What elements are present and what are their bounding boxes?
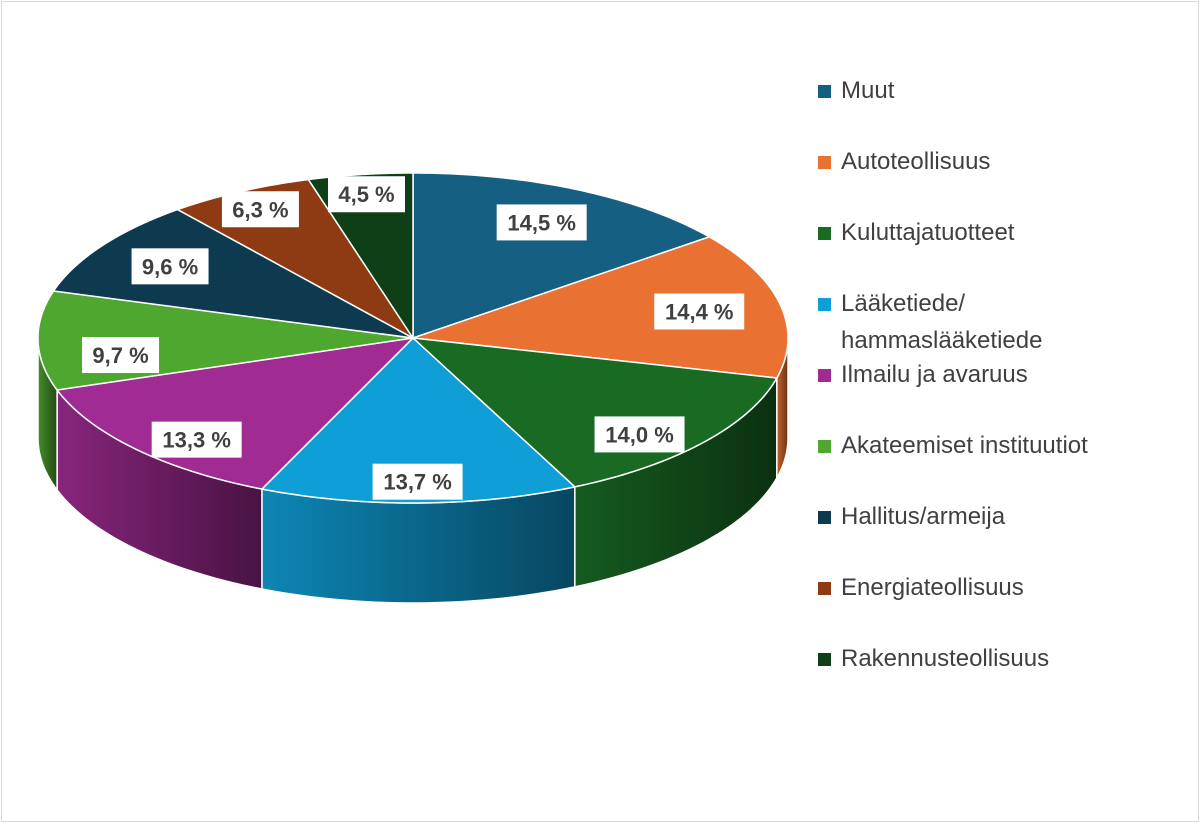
data-label-box xyxy=(496,204,587,241)
pie-side-3 xyxy=(261,485,576,604)
data-label: 9,7 % xyxy=(92,343,148,368)
legend-swatch xyxy=(818,156,831,169)
pie-slice-6[interactable] xyxy=(52,208,414,339)
legend-swatch xyxy=(818,369,831,382)
data-label: 13,7 % xyxy=(383,470,452,495)
data-label: 9,6 % xyxy=(142,254,198,279)
legend-item: Rakennusteollisuus xyxy=(818,640,1181,711)
legend-swatch xyxy=(818,440,831,453)
legend-swatch xyxy=(818,227,831,240)
data-label-box xyxy=(328,176,406,213)
data-label-box xyxy=(151,421,242,458)
legend-item: Lääketiede/ hammaslääketiede xyxy=(818,285,1181,356)
data-label-box xyxy=(594,416,685,453)
legend-item: Ilmailu ja avaruus xyxy=(818,356,1181,427)
pie-slice-4[interactable] xyxy=(55,336,416,490)
legend-label: Kuluttajatuotteet xyxy=(841,219,1015,246)
legend-item: Akateemiset instituutiot xyxy=(818,427,1181,498)
pie-slice-0[interactable] xyxy=(412,172,712,340)
pie-slice-1[interactable] xyxy=(412,236,789,379)
data-label: 14,5 % xyxy=(507,210,576,235)
legend: Muut Autoteollisuus Kuluttajatuotteet Lääke… xyxy=(818,72,1181,711)
legend-label: Akateemiset instituutiot xyxy=(841,432,1088,459)
legend-item: Energiateollisuus xyxy=(818,569,1181,640)
legend-swatch xyxy=(818,298,831,311)
legend-label: Rakennusteollisuus xyxy=(841,645,1050,672)
data-label: 4,5 % xyxy=(338,182,394,207)
data-label-box xyxy=(82,337,160,374)
pie-slice-3[interactable] xyxy=(260,336,577,504)
legend-label: Hallitus/armeija xyxy=(841,503,1006,530)
data-label-box xyxy=(654,293,745,330)
legend-label: Muut xyxy=(841,77,895,104)
legend-label: Autoteollisuus xyxy=(841,148,991,175)
legend-label: Energiateollisuus xyxy=(841,574,1024,601)
data-label: 14,0 % xyxy=(605,422,674,447)
data-label-box xyxy=(372,463,463,500)
legend-item: Muut xyxy=(818,72,1181,143)
pie-slice-8[interactable] xyxy=(307,172,414,341)
legend-swatch xyxy=(818,653,831,666)
data-label: 14,4 % xyxy=(665,300,734,325)
legend-item: Kuluttajatuotteet xyxy=(818,214,1181,285)
pie-slice-2[interactable] xyxy=(410,337,779,488)
data-label-box xyxy=(131,248,209,285)
data-label-box xyxy=(221,191,299,228)
legend-swatch xyxy=(818,85,831,98)
legend-label: Ilmailu ja avaruus xyxy=(841,361,1028,388)
legend-item: Autoteollisuus xyxy=(818,143,1181,214)
legend-swatch xyxy=(818,582,831,595)
data-label: 13,3 % xyxy=(162,428,231,453)
legend-label: Lääketiede/ hammaslääketiede xyxy=(841,290,1043,354)
legend-swatch xyxy=(818,511,831,524)
data-label: 6,3 % xyxy=(232,197,288,222)
pie-chart: 14,5 % 14,4 % 14,0 % 13,7 % 13,3 % 9,7 % 9,6 %… xyxy=(37,172,789,604)
legend-item: Hallitus/armeija xyxy=(818,498,1181,569)
